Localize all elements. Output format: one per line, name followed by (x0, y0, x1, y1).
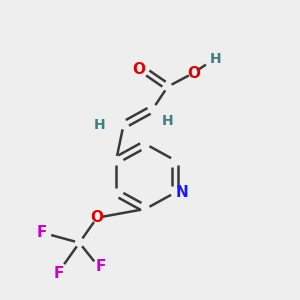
Text: F: F (53, 266, 64, 280)
Text: F: F (37, 225, 47, 240)
Text: N: N (175, 185, 188, 200)
Text: O: O (132, 61, 145, 76)
Text: O: O (91, 210, 103, 225)
Text: H: H (94, 118, 106, 132)
Text: H: H (210, 52, 221, 66)
Text: O: O (188, 66, 201, 81)
Text: F: F (95, 259, 106, 274)
Text: H: H (162, 114, 173, 128)
